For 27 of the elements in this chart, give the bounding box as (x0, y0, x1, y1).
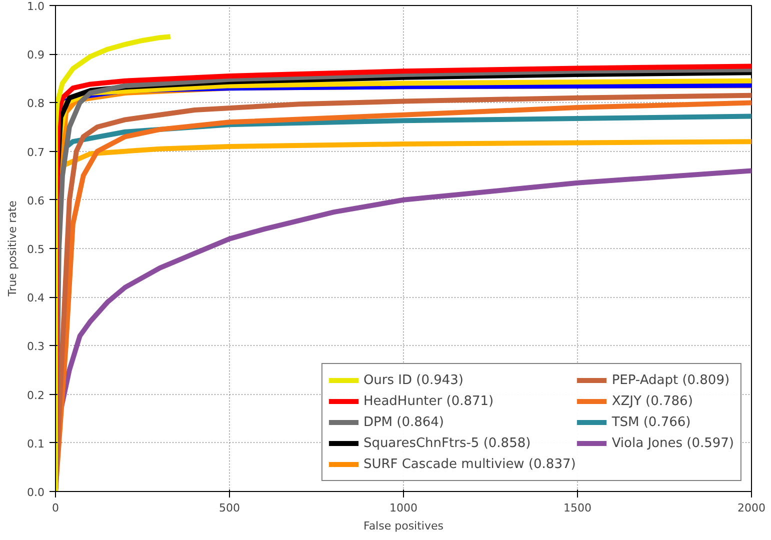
y-tick-label: 0.7 (27, 146, 45, 159)
y-tick-label: 0.9 (27, 48, 45, 62)
x-tick-label: 0 (52, 502, 59, 514)
legend-label: HeadHunter (0.871) (363, 394, 494, 408)
legend-label: DPM (0.864) (363, 414, 444, 430)
y-tick-label: 0.2 (27, 388, 45, 402)
y-axis-title: True positive rate (6, 200, 20, 298)
y-tick-label: 1.0 (27, 0, 45, 13)
legend-label: TSM (0.766) (612, 414, 691, 430)
legend-label: SquaresChnFtrs-5 (0.858) (363, 436, 531, 450)
y-tick-label: 0.0 (27, 486, 45, 499)
legend-label: Viola Jones (0.597) (612, 436, 734, 450)
y-tick-label: 0.4 (27, 292, 45, 305)
x-axis-title: False positives (364, 520, 444, 532)
legend-label: PEP-Adapt (0.809) (612, 372, 730, 388)
y-tick-label: 0.8 (27, 97, 45, 110)
legend-label: SURF Cascade multiview (0.837) (363, 456, 576, 472)
x-tick-label: 1500 (564, 502, 592, 514)
y-tick-label: 0.5 (27, 243, 45, 256)
x-tick-label: 1000 (390, 502, 418, 514)
y-tick-label: 0.1 (27, 437, 45, 450)
x-tick-label: 2000 (738, 502, 766, 514)
y-tick-label: 0.6 (27, 194, 45, 208)
y-tick-label: 0.3 (27, 340, 45, 354)
legend-label: Ours ID (0.943) (363, 372, 464, 388)
legend-label: XZJY (0.786) (612, 394, 693, 408)
x-tick-label: 500 (219, 502, 240, 514)
